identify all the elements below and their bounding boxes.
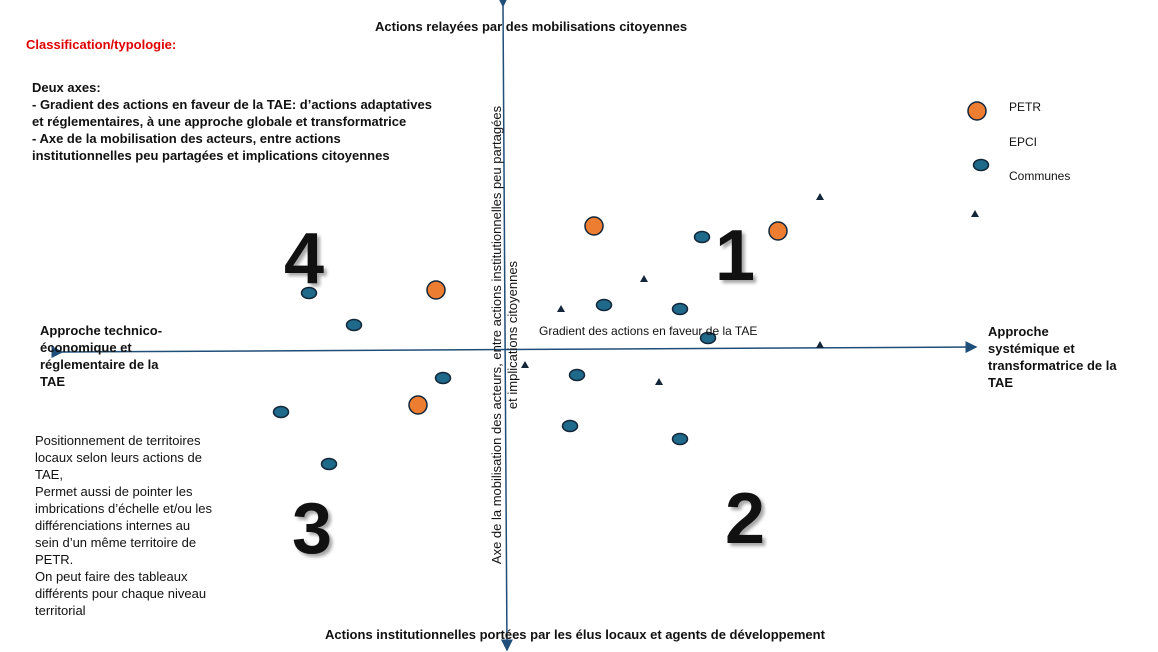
petr-marker [584, 216, 604, 236]
petr-marker [426, 280, 446, 300]
legend-epci-label: EPCI [1009, 135, 1038, 149]
triangle-marker [640, 275, 648, 282]
slide-title: Classification/typologie: [26, 37, 177, 52]
commune-marker [693, 230, 711, 244]
quadrant-2-number: 2 [725, 479, 766, 559]
commune-marker [699, 331, 717, 345]
commune-marker [972, 158, 990, 172]
intro-line-1: - Gradient des actions en faveur de la T… [32, 97, 432, 129]
commune-marker [671, 432, 689, 446]
triangle-marker [816, 341, 824, 348]
commune-marker [300, 286, 318, 300]
note-paragraph-2: Permet aussi de pointer les imbrications… [35, 484, 213, 567]
commune-marker [671, 302, 689, 316]
note-paragraph-3: On peut faire des tableaux différents po… [35, 569, 207, 618]
petr-marker [967, 101, 987, 121]
petr-marker [768, 221, 788, 241]
vertical-axis [496, 0, 513, 652]
axis-bottom-label: Actions institutionnelles portées par le… [325, 627, 825, 642]
triangle-marker [816, 193, 824, 200]
commune-marker [434, 371, 452, 385]
commune-marker [272, 405, 290, 419]
axis-top-label: Actions relayées par des mobilisations c… [375, 19, 688, 34]
quadrant-3-number: 3 [292, 489, 333, 569]
intro-text: Deux axes: - Gradient des actions en fav… [32, 79, 442, 164]
intro-line-2: - Axe de la mobilisation des acteurs, en… [32, 131, 390, 163]
vertical-axis-label: Axe de la mobilisation des acteurs, entr… [489, 85, 521, 585]
note-paragraph-1: Positionnement de territoires locaux sel… [35, 433, 202, 482]
triangle-marker [655, 378, 663, 385]
axis-left-label: Approche technico-économique et réglemen… [40, 323, 163, 389]
note-text: Positionnement de territoires locaux sel… [35, 432, 215, 619]
commune-marker [568, 368, 586, 382]
commune-marker [561, 419, 579, 433]
petr-marker [408, 395, 428, 415]
triangle-marker [971, 210, 979, 217]
legend-petr-label: PETR [1009, 100, 1042, 114]
quadrant-1-number: 1 [715, 216, 756, 296]
legend-communes-label: Communes [1009, 169, 1071, 183]
commune-marker [320, 457, 338, 471]
commune-marker [595, 298, 613, 312]
triangle-marker [557, 305, 565, 312]
axis-right-label: Approche systémique et transformatrice d… [988, 324, 1117, 390]
vertical-axis-label-line-2: et implications citoyennes [505, 260, 520, 410]
triangle-marker [521, 361, 529, 368]
commune-marker [345, 318, 363, 332]
horizontal-axis-label: Gradient des actions en faveur de la TAE [539, 324, 758, 338]
quadrant-4-number: 4 [284, 219, 325, 299]
vertical-axis-label-line-1: Axe de la mobilisation des acteurs, entr… [489, 105, 504, 565]
intro-heading: Deux axes: [32, 80, 101, 95]
